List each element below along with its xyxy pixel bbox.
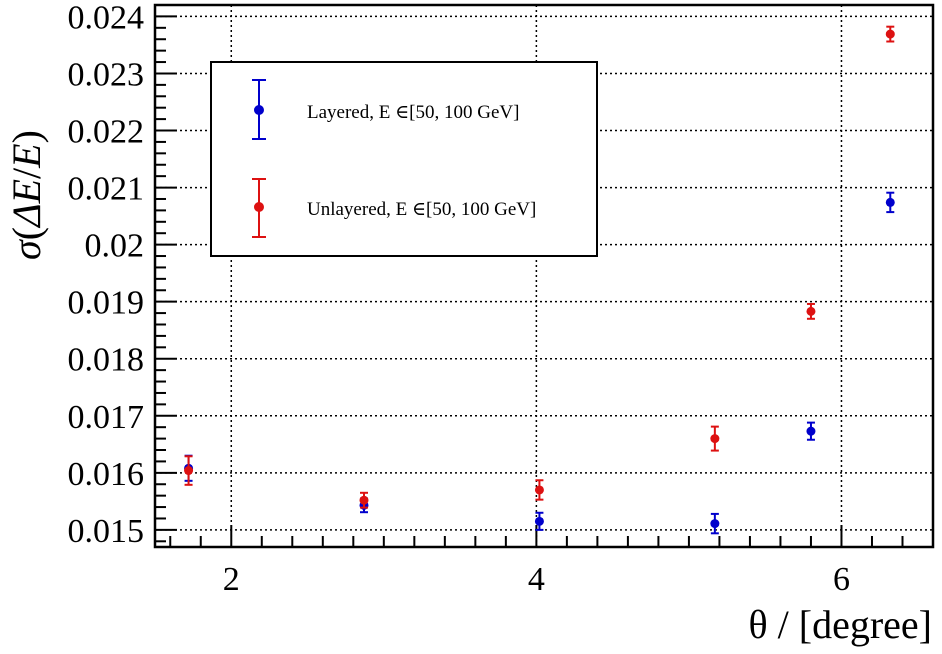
y-tick-label: 0.016 bbox=[68, 456, 145, 493]
x-axis-title: θ / [degree] bbox=[749, 602, 933, 647]
x-tick-label: 2 bbox=[223, 561, 240, 598]
y-axis-title-delta: ΔE bbox=[4, 179, 49, 229]
data-point bbox=[806, 426, 816, 436]
legend-box bbox=[210, 61, 598, 257]
legend-entry-unlayered: Unlayered, E ∈[50, 100 GeV] bbox=[252, 178, 536, 238]
legend-label: Unlayered, E ∈[50, 100 GeV] bbox=[307, 199, 536, 220]
series-unlayered bbox=[184, 25, 895, 509]
legend-marker bbox=[254, 105, 264, 115]
data-points bbox=[184, 25, 895, 535]
data-point bbox=[359, 495, 369, 505]
y-tick-label: 0.02 bbox=[85, 228, 145, 265]
y-tick-label: 0.021 bbox=[68, 171, 145, 208]
x-tick-label: 6 bbox=[833, 561, 850, 598]
data-point bbox=[534, 516, 544, 526]
data-point bbox=[184, 466, 194, 476]
legend-marker bbox=[254, 202, 264, 212]
y-axis-title-sigma: σ bbox=[4, 239, 49, 260]
data-point bbox=[885, 197, 895, 207]
legend: Layered, E ∈[50, 100 GeV] Unlayered, E ∈[… bbox=[210, 61, 598, 257]
legend-entry-layered: Layered, E ∈[50, 100 GeV] bbox=[252, 79, 519, 140]
data-point bbox=[710, 434, 720, 444]
y-tick-label: 0.019 bbox=[68, 285, 145, 322]
x-tick-label: 4 bbox=[528, 561, 545, 598]
y-axis-title: σ(ΔE/E) bbox=[4, 130, 49, 260]
y-axis-title-open-paren: ( bbox=[4, 227, 49, 240]
plot-frame bbox=[153, 3, 935, 549]
y-axis-title-e: E bbox=[4, 143, 49, 168]
y-tick-label: 0.018 bbox=[68, 342, 145, 379]
legend-label: Layered, E ∈[50, 100 GeV] bbox=[307, 102, 519, 123]
y-tick-label: 0.015 bbox=[68, 513, 145, 550]
y-axis-title-close-paren: ) bbox=[4, 130, 49, 143]
y-tick-label: 0.024 bbox=[68, 0, 145, 36]
data-point bbox=[710, 519, 720, 529]
data-point bbox=[885, 29, 895, 39]
y-axis-title-slash: / bbox=[4, 167, 49, 179]
y-tick-label: 0.022 bbox=[68, 114, 145, 151]
y-tick-label: 0.023 bbox=[68, 56, 145, 93]
y-tick-label: 0.017 bbox=[68, 399, 145, 436]
data-point bbox=[534, 485, 544, 495]
data-point bbox=[806, 306, 816, 316]
tick-labels: 2 4 6 0.015 0.016 0.017 0.018 0.019 0.02 0.021 0.0… bbox=[68, 0, 850, 598]
axes bbox=[155, 4, 934, 547]
